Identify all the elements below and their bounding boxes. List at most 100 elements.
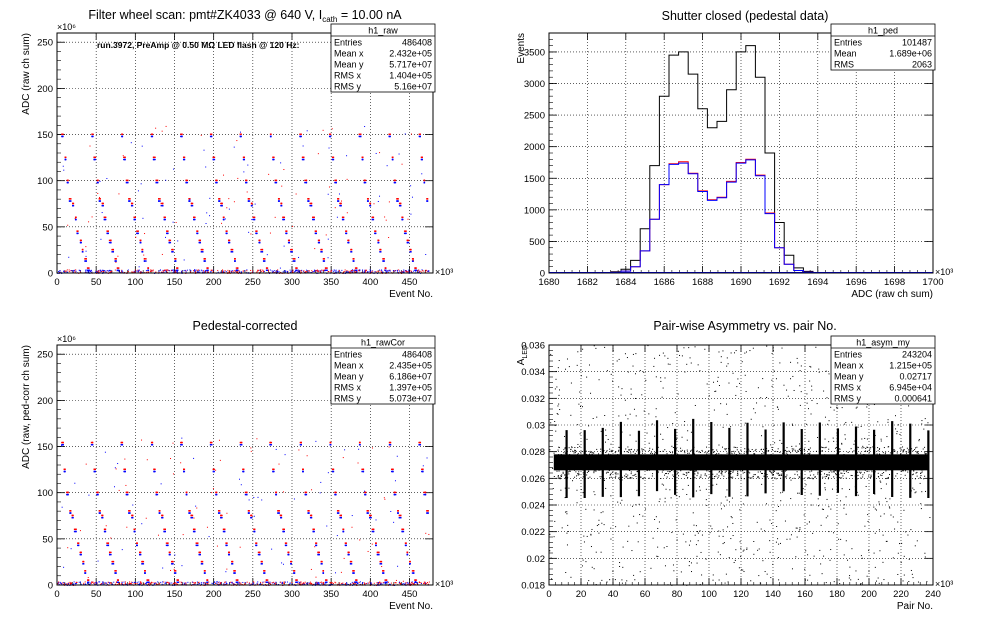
data-point [589,458,591,460]
data-point [387,581,389,583]
data-point-red [325,579,327,581]
stats-row-value: 1.397e+05 [389,383,432,393]
data-point-blue [213,158,216,161]
data-point-blue [235,581,238,583]
data-point-red [283,528,285,531]
data-point [262,581,264,583]
data-point-red [128,510,130,512]
data-point-blue [263,260,266,262]
data-point-blue [196,544,199,547]
x-exponent: ×10³ [435,579,453,589]
data-point [683,455,685,457]
data-point [271,548,273,550]
data-point-red [212,156,214,159]
data-point-red [62,441,64,444]
data-point [745,464,747,466]
data-point-blue [188,512,190,514]
data-point [329,581,331,583]
data-point [101,212,103,214]
data-point [418,270,420,272]
data-point-blue [253,530,256,533]
data-point [664,474,666,476]
data-point-red [114,258,116,260]
data-point [385,270,387,272]
data-point [417,583,419,585]
data-point [417,270,419,272]
y-tick-label: 0.024 [521,501,545,512]
data-point-red [236,579,238,581]
data-point [412,583,414,585]
data-point-blue [331,470,334,473]
data-point-blue [369,516,371,519]
chart-title: Filter wheel scan: pmt#ZK4033 @ 640 V, I… [88,8,402,24]
data-point [410,185,412,187]
data-point [233,270,235,272]
data-point [183,582,185,584]
data-point [426,457,428,459]
data-point [279,514,281,516]
data-point-red [84,570,87,572]
data-point [556,477,558,479]
data-point [327,271,329,273]
data-point [557,475,559,477]
data-point [410,213,412,215]
data-point [405,271,407,273]
data-point-blue [361,470,363,473]
data-point [132,504,134,506]
data-point [670,455,672,457]
data-point [62,582,64,584]
data-point [316,583,318,585]
data-point [72,271,74,273]
data-point [384,498,386,500]
data-point [606,463,608,465]
data-point-blue [352,572,354,574]
data-point-red [82,560,85,563]
data-point [786,453,788,455]
chart-title-tail: = 10.00 nA [337,8,402,22]
data-point-red [147,579,150,581]
data-point [368,582,370,584]
data-point [159,582,161,584]
data-point-red [158,198,160,200]
data-point [232,270,234,272]
data-point-red [305,179,308,182]
data-point [790,452,792,454]
data-point-red [293,570,296,572]
data-point-red [204,258,207,260]
data-point-red [332,156,335,159]
data-point [268,582,270,584]
data-point [690,450,692,452]
data-point-red [253,216,255,219]
data-point-red [200,248,203,251]
data-point-red [131,514,133,517]
data-point [158,270,160,272]
data-point [85,250,87,252]
data-point [302,582,304,584]
data-point-red [180,441,183,444]
data-point [351,581,353,583]
data-point [574,465,576,467]
data-point-red [99,510,101,512]
data-point [152,269,154,271]
data-point [637,468,639,470]
data-point [311,271,313,273]
data-point [346,271,348,273]
data-point [253,496,255,498]
x-tick-label: 1684 [615,277,636,288]
data-point [762,467,764,469]
data-point [406,271,408,273]
data-point-blue [158,200,160,202]
data-point [724,465,726,467]
data-point [141,439,143,441]
data-point-red [318,551,320,554]
data-point [314,271,316,273]
data-point-blue [325,581,327,583]
data-point [352,583,354,585]
data-point-blue [212,158,214,161]
data-point [342,582,344,584]
data-point-blue [164,530,166,533]
data-point [414,581,416,583]
data-point-blue [112,563,114,565]
data-point [169,270,171,272]
data-point [287,271,289,273]
